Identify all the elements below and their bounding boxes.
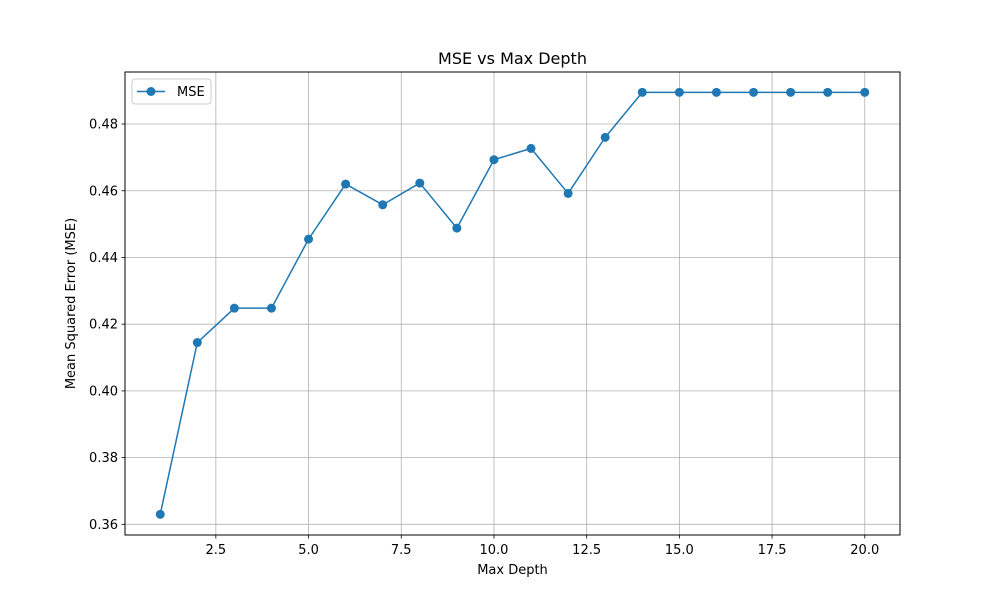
data-point [526,143,536,153]
data-point [674,87,684,97]
series-line [159,91,865,515]
y-tick-label: 0.36 [89,518,118,533]
data-point [229,303,239,313]
data-point [637,87,647,97]
grid [125,72,900,535]
plot-frame [124,71,901,536]
data-point [341,179,351,189]
data-point [860,87,870,97]
y-tick-label: 0.38 [89,451,118,466]
x-tick-label: 10.0 [479,543,508,558]
ticks: 2.5 5.0 7.5 10.0 12.5 15.0 17.5 20.0 0.36 0.38 0.4… [89,118,879,558]
chart-title: MSE vs Max Depth [438,49,587,68]
x-tick-label: 5.0 [298,543,319,558]
x-tick-label: 12.5 [572,543,601,558]
data-point [711,87,721,97]
data-point [489,155,499,165]
data-point [378,200,388,210]
data-point [452,223,462,233]
x-tick-label: 2.5 [206,543,227,558]
x-tick-label: 17.5 [758,543,787,558]
x-tick-label: 15.0 [665,543,694,558]
y-tick-label: 0.40 [89,384,118,399]
data-point [563,188,573,198]
x-tick-label: 20.0 [850,543,879,558]
data-point [304,234,314,244]
legend-entry-mse: MSE [177,85,205,100]
series-layer [155,87,870,519]
data-point [786,87,796,97]
data-point [155,509,165,519]
y-tick-label: 0.44 [89,251,118,266]
legend: MSE [131,78,212,105]
y-axis-label: Mean Squared Error (MSE) [64,218,79,389]
data-point [600,132,610,142]
data-point [749,87,759,97]
y-tick-label: 0.42 [89,318,118,333]
x-axis-label: Max Depth [477,563,548,578]
y-tick-label: 0.48 [89,118,118,133]
data-point [266,303,276,313]
legend-box [131,78,212,105]
data-point [823,87,833,97]
legend-marker [146,87,156,96]
x-tick-label: 7.5 [391,543,412,558]
data-point [192,338,202,348]
y-tick-label: 0.46 [89,184,118,199]
data-point [415,178,425,188]
